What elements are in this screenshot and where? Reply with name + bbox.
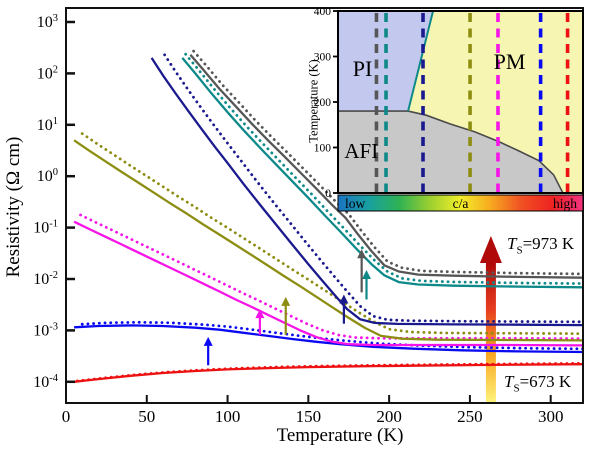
x-tick-label: 50 [138, 407, 155, 426]
y-tick-label: 100 [37, 167, 58, 185]
ts-value: =973 K [522, 234, 575, 253]
transition-arrow-head-blue-sample [203, 336, 213, 346]
y-tick-label: 10-3 [33, 321, 58, 339]
region-label-pm: PM [494, 49, 526, 74]
x-axis-label: Temperature (K) [276, 425, 404, 446]
curve-solid-magenta-sample [73, 220, 583, 347]
transition-arrow-head-teal-sample [362, 269, 372, 279]
y-tick-label: 101 [37, 116, 58, 134]
curve-solid-navy-sample [150, 57, 583, 327]
transition-arrow-head-magenta-sample [255, 309, 265, 319]
curve-solid-gray-lowest-ca [189, 54, 583, 279]
curve-dotted-red-highest-ca [75, 361, 583, 383]
curve-dotted-blue-sample [80, 320, 583, 351]
pi-pm-boundary-line [407, 10, 435, 112]
transition-arrow-head-olive-sample [281, 296, 291, 306]
colorbar-label-right: high [553, 196, 577, 211]
y-tick-label: 103 [37, 13, 58, 31]
inset-y-tick-label: 100 [314, 143, 332, 155]
y-tick-label: 10-4 [33, 373, 58, 391]
inset-y-tick-label: 400 [314, 6, 332, 18]
x-tick-label: 150 [296, 407, 322, 426]
x-tick-label: 250 [457, 407, 483, 426]
inset-phase-diagram: 0 100 200 300 400 PI PM AFI low c/a high [314, 6, 584, 212]
inset-y-tick-label: 200 [314, 97, 332, 109]
x-tick-label: 200 [376, 407, 402, 426]
ts-subscript: S [513, 382, 520, 395]
region-label-pi: PI [353, 56, 373, 81]
curve-solid-teal-sample [181, 57, 583, 289]
ts-symbol: T [504, 372, 514, 391]
inset-y-tick-label: 0 [325, 188, 331, 200]
curve-dotted-teal-sample [184, 52, 583, 285]
curve-dotted-gray-lowest-ca [192, 49, 583, 276]
inset-y-tick-label: 300 [314, 52, 332, 64]
colorbar-label-left: low [345, 196, 366, 211]
transition-arrow-head-gray-lowest-ca [357, 249, 367, 259]
ca-colorbar [337, 194, 584, 212]
x-tick-label: 0 [62, 407, 71, 426]
y-tick-label: 10-1 [33, 219, 58, 237]
afi-boundary-line [338, 110, 564, 194]
inset-y-axis-label: Temperature (K) [306, 59, 321, 143]
ts-symbol: T [507, 234, 517, 253]
curve-dotted-navy-sample [163, 53, 583, 324]
region-afi-fill [338, 111, 563, 193]
synthesis-temperature-gradient-arrow [485, 262, 496, 402]
curve-dotted-magenta-sample [79, 213, 583, 341]
y-axis-label: Resistivity (Ω cm) [3, 136, 24, 278]
curve-solid-blue-sample [74, 324, 583, 354]
y-tick-label: 102 [37, 64, 58, 82]
plot-area [73, 49, 583, 402]
ts-value: =673 K [519, 372, 572, 391]
ts-subscript: S [516, 244, 523, 257]
region-label-afi: AFI [344, 139, 378, 163]
curve-dotted-olive-sample [80, 132, 583, 336]
transition-arrow-head-navy-sample [339, 294, 349, 304]
gradient-arrow-head [479, 236, 502, 263]
x-tick-label: 100 [215, 407, 241, 426]
annotation-ts-low: TS=673 K [504, 372, 571, 394]
curve-solid-olive-sample [73, 139, 583, 342]
y-tick-label: 10-2 [33, 270, 58, 288]
annotation-ts-high: TS=973 K [507, 234, 574, 256]
x-tick-label: 300 [538, 407, 564, 426]
colorbar-label-center: c/a [453, 196, 469, 211]
